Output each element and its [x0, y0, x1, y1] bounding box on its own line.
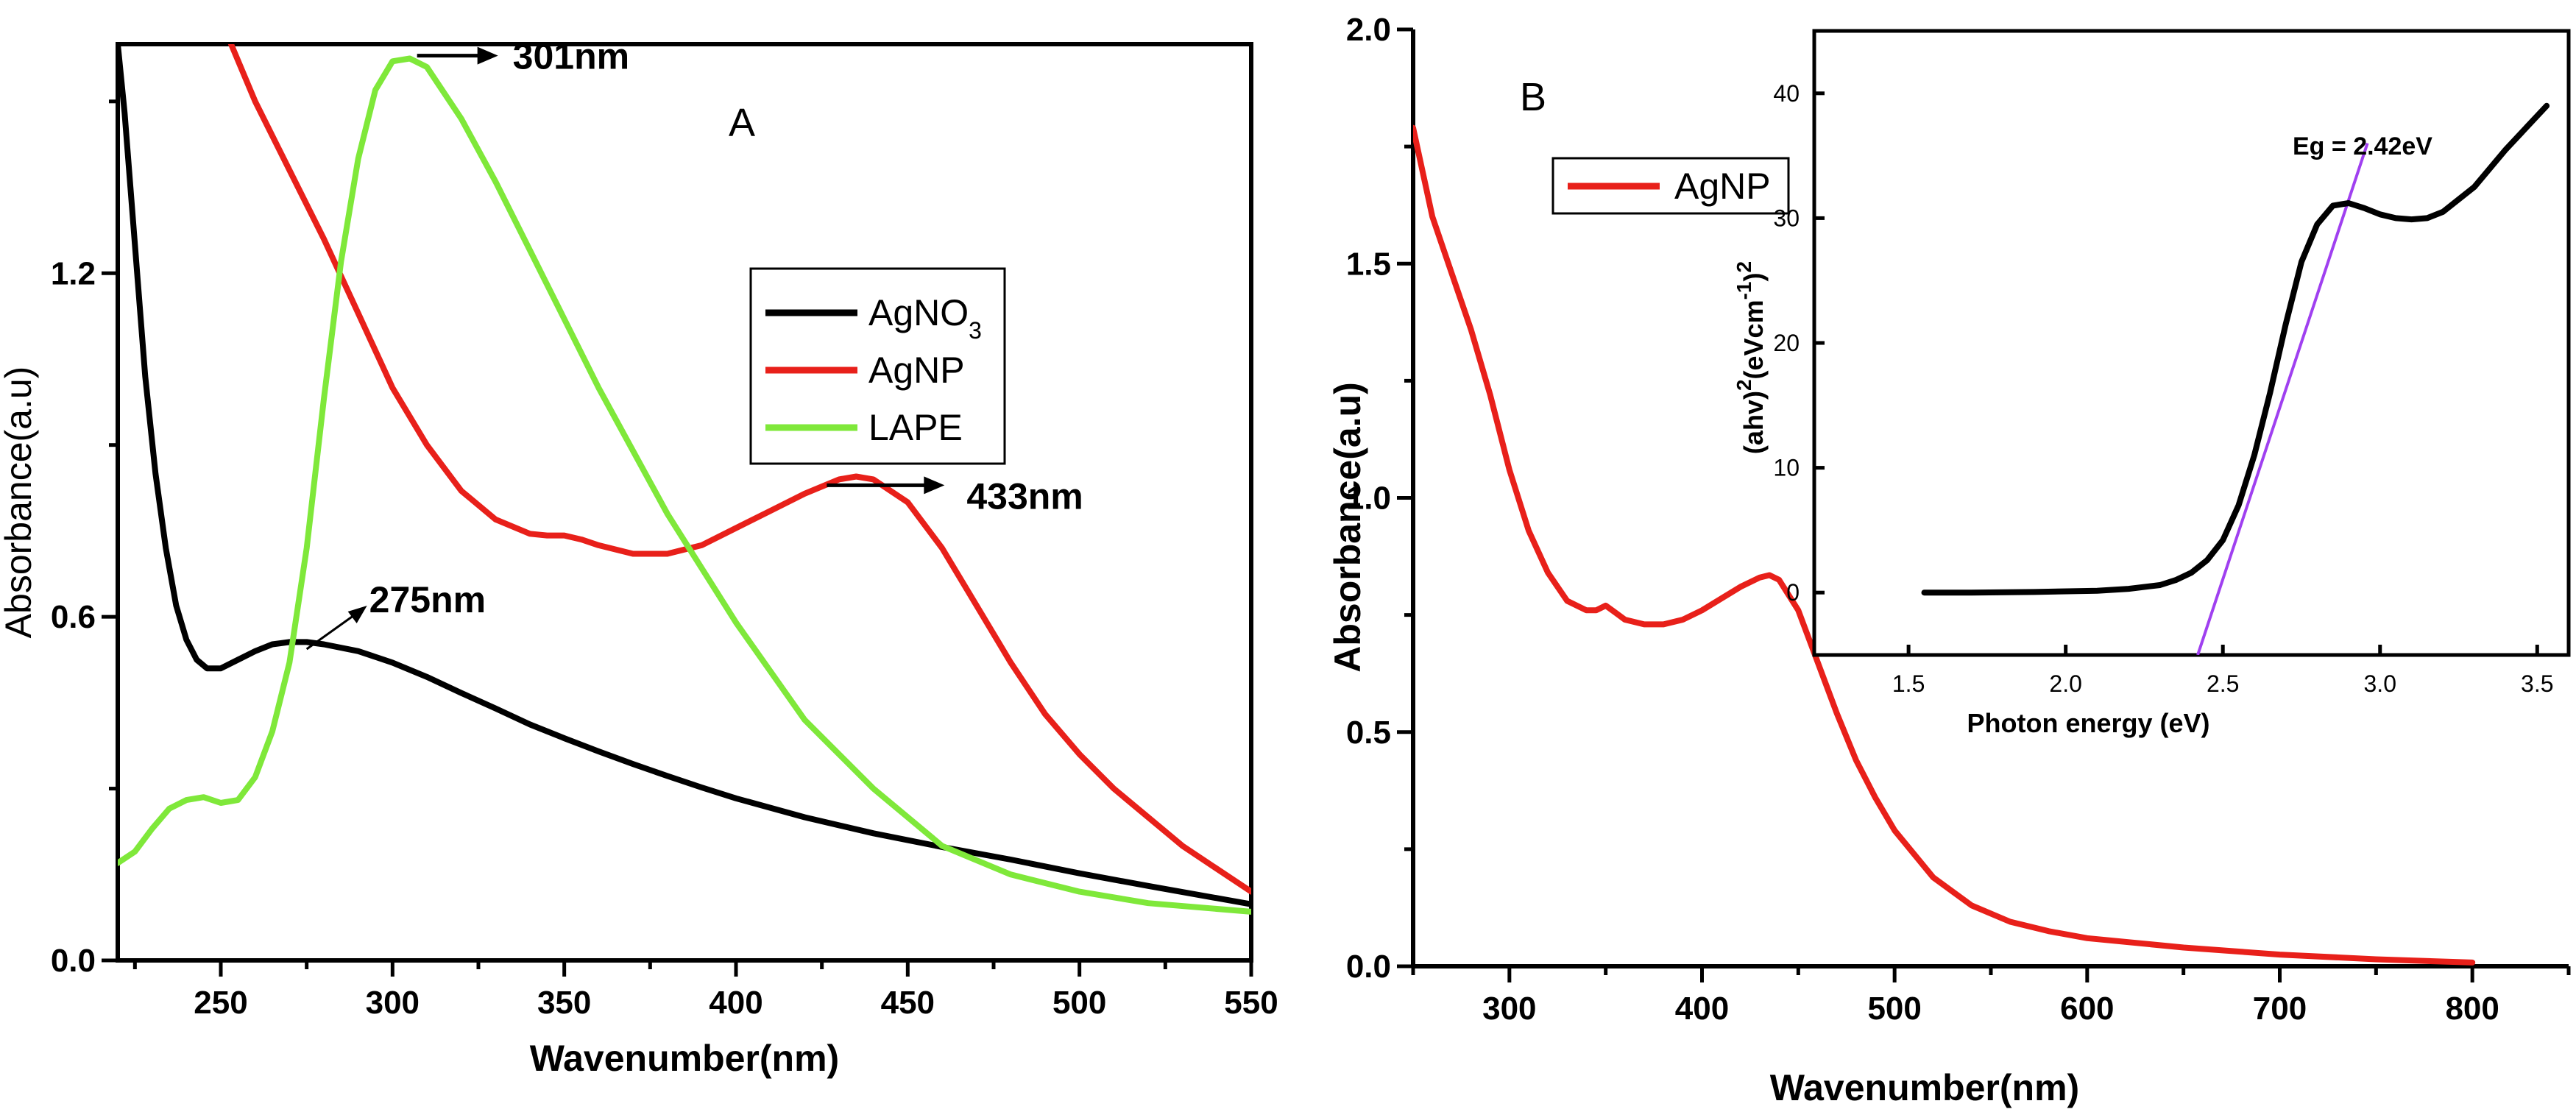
inset-ylabel: (ahv)2(eVcm-1)2 — [1733, 261, 1769, 454]
panel-b-xtick-label: 400 — [1675, 991, 1729, 1027]
inset-ytick-label: 20 — [1773, 330, 1800, 356]
annotation-433nm: 433nm — [966, 475, 1083, 517]
inset-series-group — [1921, 102, 2550, 655]
panel-a-frame — [116, 42, 1253, 963]
inset-ylabel-part: -1 — [1733, 282, 1755, 300]
arrowhead-301 — [477, 46, 498, 65]
panel-b-legend: AgNP — [1551, 157, 1790, 215]
panel-b-xtick-label: 500 — [1867, 991, 1921, 1027]
panel-b-ytick-label: 2.0 — [1346, 12, 1391, 48]
inset-series-line — [1921, 102, 2550, 596]
inset-ylabel-part: 2 — [1733, 379, 1755, 391]
arrowhead-275 — [347, 606, 367, 624]
panel-a-xtick-label: 450 — [881, 985, 935, 1021]
inset-xtick-label: 2.0 — [2049, 670, 2081, 697]
inset-fit-line — [2196, 143, 2369, 655]
panel-b-ylabel: Absorbance(a.u) — [1327, 382, 1368, 673]
panel-a-xtick-label: 500 — [1052, 985, 1106, 1021]
panel-b-series-group — [1413, 124, 2476, 966]
inset-xtick-label: 3.5 — [2521, 670, 2553, 697]
panel-a-xtick-label: 400 — [709, 985, 762, 1021]
panel-a-letter: A — [729, 101, 755, 145]
panel-a-ytick-label: 0.0 — [51, 943, 96, 979]
inset: 1.5 2.0 2.5 3.0 3.5 0 10 20 30 40 Photon energy (e… — [1733, 29, 2571, 738]
panel-b-ytick-label: 0.5 — [1346, 715, 1391, 751]
panel-a: 250 300 350 400 450 500 550 0.0 0.6 1.2 Wavenumber… — [0, 36, 1278, 1079]
inset-ylabel-part: (eVcm — [1738, 300, 1769, 379]
panel-b-xlabel: Wavenumber(nm) — [1770, 1067, 2079, 1108]
annotation-275nm: 275nm — [369, 579, 486, 620]
panel-a-ylabel: Absorbance(a.u) — [0, 366, 39, 639]
inset-ylabel-part: (ahv) — [1738, 391, 1769, 454]
panel-a-xtick-label: 300 — [366, 985, 420, 1021]
inset-xtick-label: 3.0 — [2364, 670, 2396, 697]
inset-ytick-label: 40 — [1773, 80, 1800, 107]
legend-label-agnp-b: AgNP — [1674, 166, 1771, 207]
panel-a-xlabel: Wavenumber(nm) — [530, 1038, 839, 1079]
panel-b-ytick-label: 1.0 — [1346, 481, 1391, 517]
panel-a-ytick-label: 0.6 — [51, 599, 96, 635]
panel-a-xtick-label: 250 — [194, 985, 247, 1021]
inset-xtick-label: 1.5 — [1892, 670, 1925, 697]
inset-xtick-label: 2.5 — [2207, 670, 2239, 697]
series-line-agnp-b — [1413, 124, 2476, 966]
inset-annotation-eg: Eg = 2.42eV — [2293, 132, 2432, 160]
panel-a-xtick-label: 350 — [537, 985, 591, 1021]
arrow-275 — [305, 611, 359, 651]
panel-b-xtick-label: 600 — [2060, 991, 2114, 1027]
panel-b: 300 400 500 600 700 8000.00.51.01.52.0Wavenum… — [1327, 12, 2571, 1108]
panel-b-xtick-label: 300 — [1482, 991, 1536, 1027]
inset-ylabel-part: ) — [1738, 273, 1769, 282]
inset-ytick-label: 0 — [1786, 579, 1800, 606]
panel-b-xtick-label: 800 — [2445, 991, 2499, 1027]
panel-a-ytick-label: 1.2 — [51, 255, 96, 291]
panel-a-legend-box — [749, 267, 1006, 465]
inset-xlabel: Photon energy (eV) — [1967, 708, 2209, 738]
panel-a-series-group — [118, 44, 1251, 915]
panel-b-ytick-label: 1.5 — [1346, 246, 1391, 282]
series-line-lape — [118, 55, 1251, 915]
inset-frame — [1812, 29, 2571, 657]
panel-b-letter: B — [1520, 75, 1546, 119]
legend-label-agnp: AgNP — [868, 350, 965, 391]
inset-ylabel-part: 2 — [1733, 261, 1755, 273]
panel-a-xtick-label: 550 — [1224, 985, 1278, 1021]
annotation-301nm: 301nm — [513, 36, 629, 77]
series-line-agnp — [228, 44, 1251, 895]
arrowhead-433 — [924, 476, 945, 495]
inset-ytick-label: 10 — [1773, 455, 1800, 481]
legend-label-lape: LAPE — [868, 407, 963, 448]
inset-ytick-label: 30 — [1773, 205, 1800, 231]
panel-b-ytick-label: 0.0 — [1346, 949, 1391, 985]
panel-b-xtick-label: 700 — [2253, 991, 2307, 1027]
series-line-agno3 — [118, 44, 1251, 907]
legend-subscript: 3 — [969, 317, 982, 344]
